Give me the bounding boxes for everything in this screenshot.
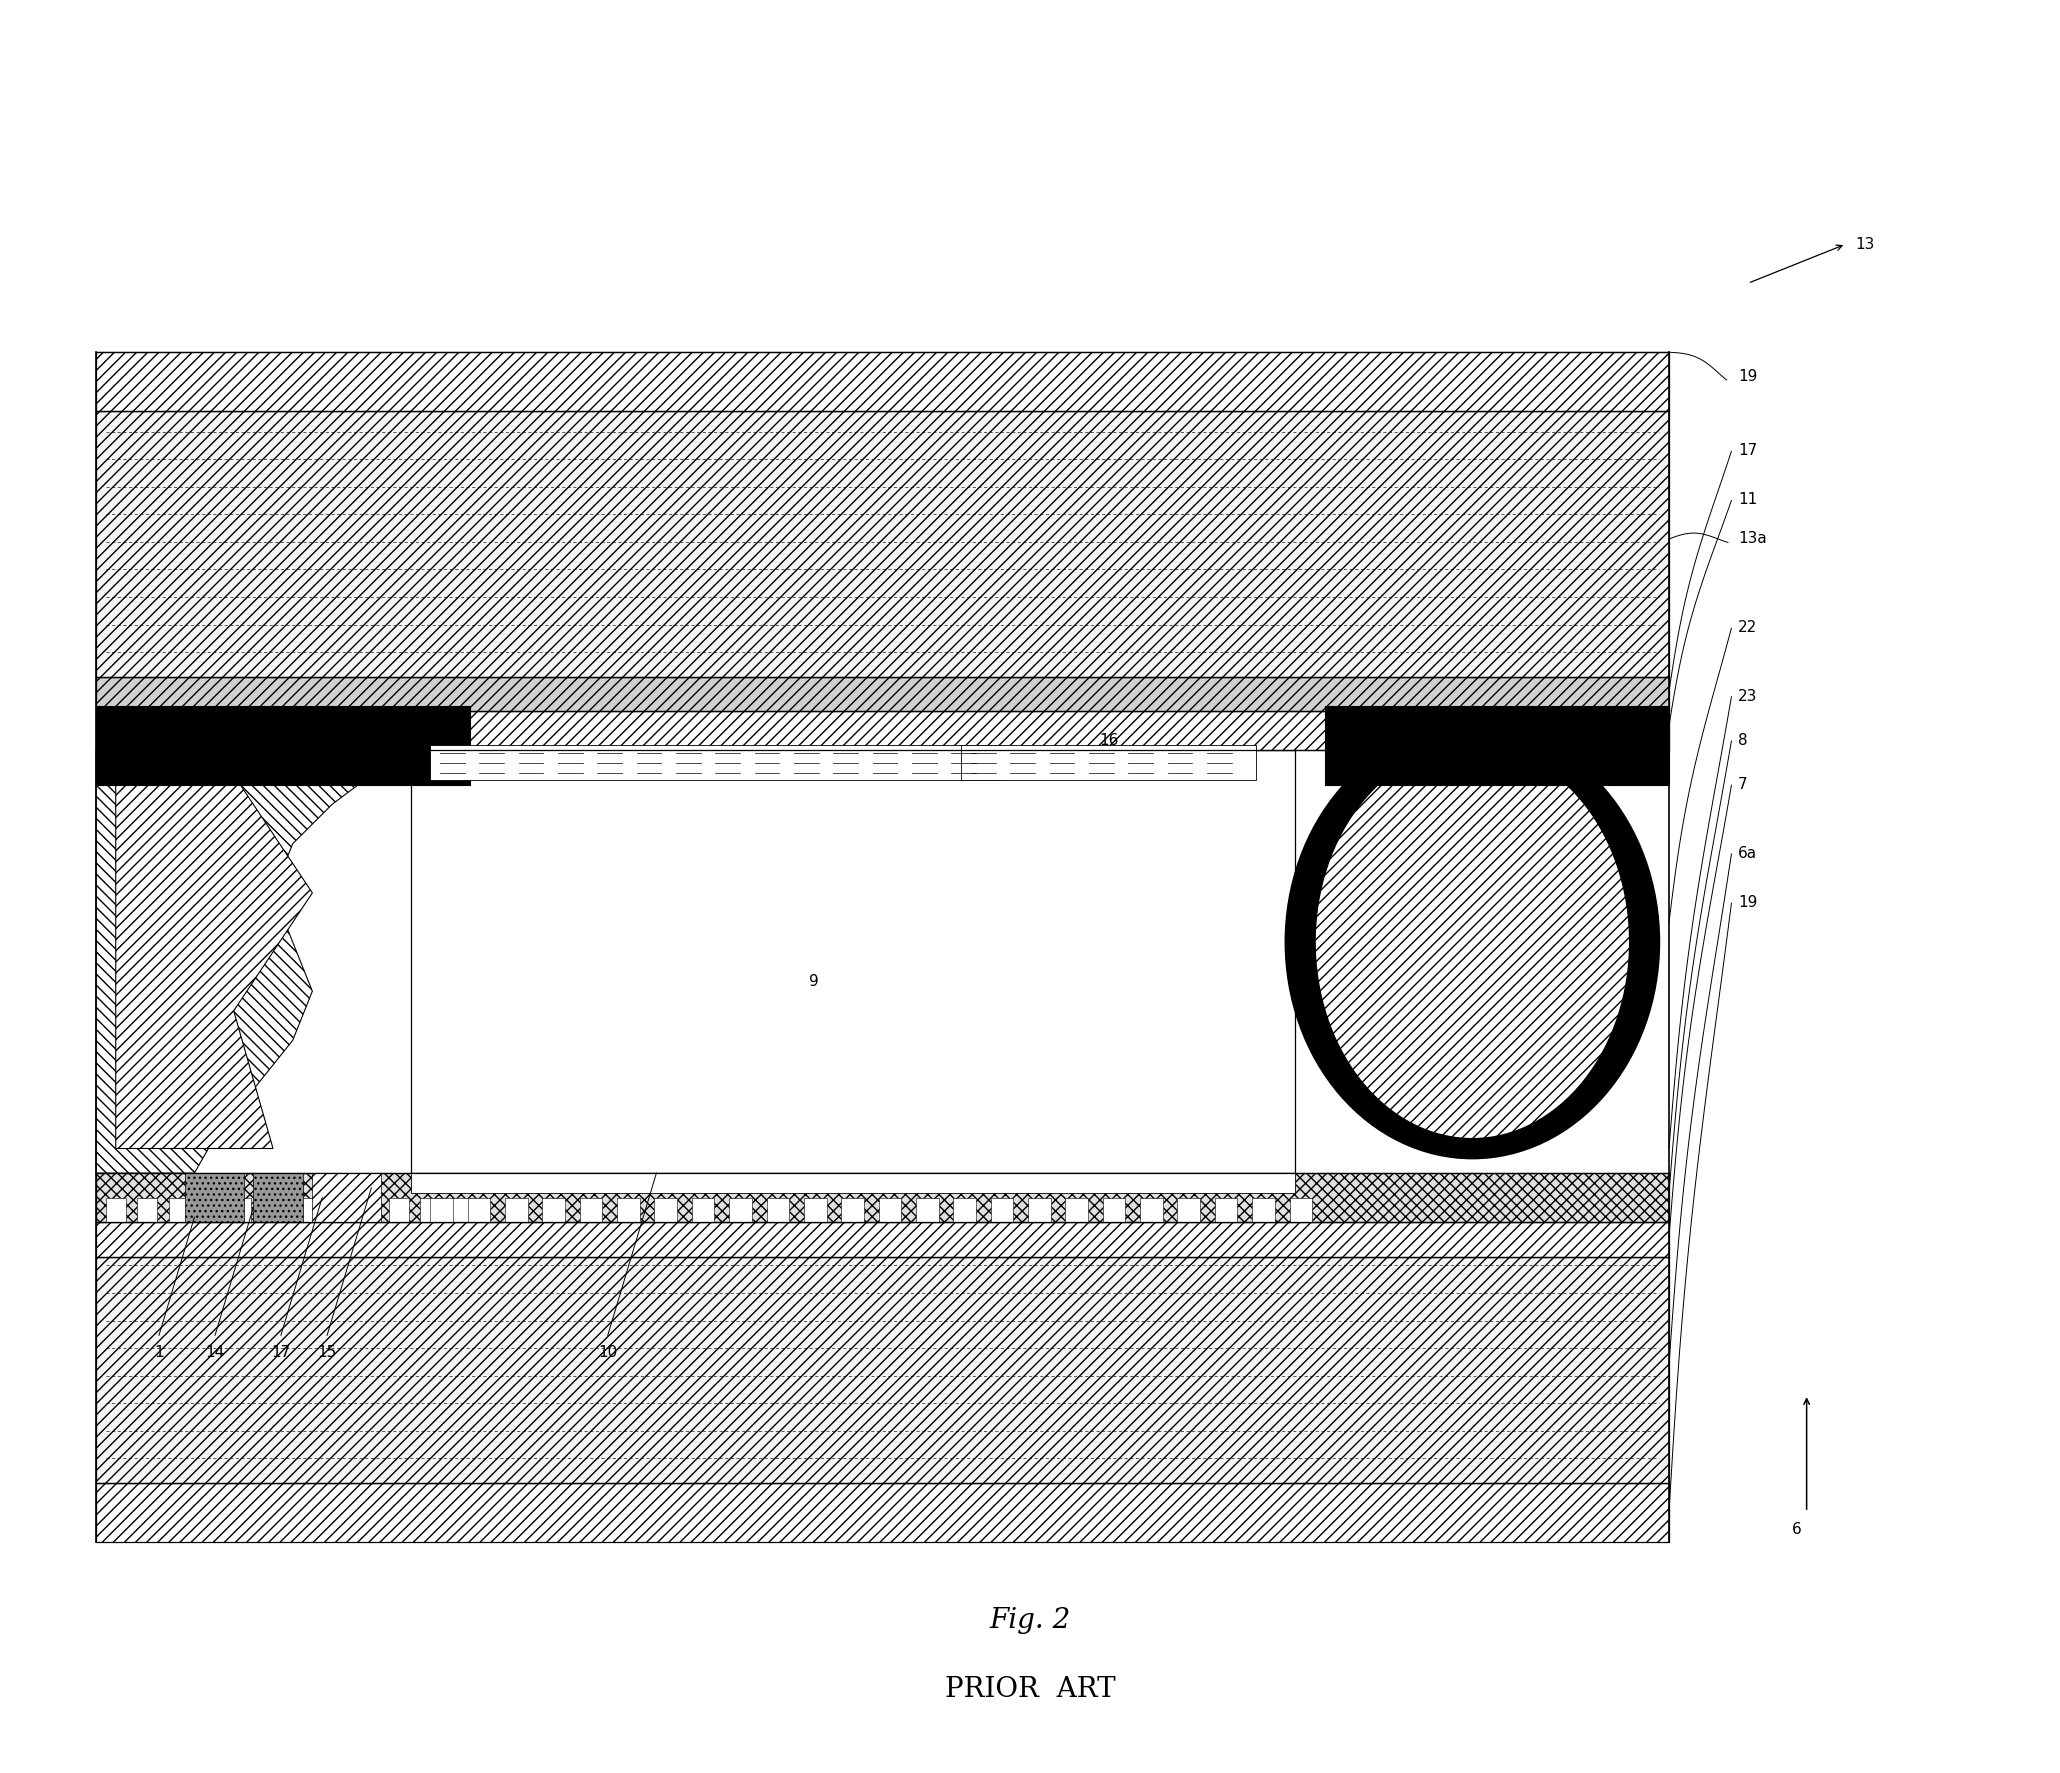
Bar (655, 1197, 678, 1222)
Bar (97, 677, 1669, 711)
Bar (253, 1174, 303, 1222)
Bar (468, 1197, 490, 1222)
Text: 11: 11 (1739, 493, 1757, 507)
Bar (410, 1174, 1296, 1193)
Bar (803, 1197, 826, 1222)
Bar (1102, 1197, 1125, 1222)
Bar (295, 1197, 315, 1222)
Text: PRIOR  ART: PRIOR ART (946, 1675, 1114, 1702)
Bar (1215, 1197, 1238, 1222)
Text: 22: 22 (1739, 621, 1757, 635)
Bar (97, 411, 1669, 677)
Bar (325, 1197, 346, 1222)
Text: 6a: 6a (1739, 846, 1757, 862)
Text: 6: 6 (1792, 1521, 1802, 1537)
Bar (729, 1197, 752, 1222)
Polygon shape (97, 750, 391, 1174)
Bar (231, 1197, 251, 1222)
Ellipse shape (1314, 745, 1629, 1138)
Bar (420, 1197, 441, 1222)
Bar (313, 1174, 381, 1222)
Bar (97, 706, 470, 745)
Bar (692, 1197, 715, 1222)
Ellipse shape (1285, 725, 1658, 1158)
Bar (880, 1197, 900, 1222)
Bar (1325, 706, 1669, 745)
Bar (1139, 1197, 1162, 1222)
Bar (1028, 1197, 1051, 1222)
Text: 13: 13 (1856, 236, 1875, 252)
Text: 19: 19 (1739, 369, 1757, 385)
Bar (185, 1174, 243, 1222)
Bar (1325, 745, 1669, 785)
Text: 19: 19 (1739, 895, 1757, 910)
Bar (1252, 1197, 1275, 1222)
Bar (1178, 1197, 1201, 1222)
Bar (97, 1482, 1669, 1543)
Bar (766, 1197, 789, 1222)
Bar (97, 1257, 1669, 1482)
Bar (97, 711, 1669, 750)
Text: 15: 15 (317, 1346, 336, 1360)
Bar (954, 1197, 976, 1222)
Bar (618, 1197, 641, 1222)
Bar (97, 353, 1669, 411)
Bar (1290, 1197, 1312, 1222)
Bar (451, 1197, 472, 1222)
Bar (97, 745, 470, 785)
Bar (1065, 1197, 1088, 1222)
Text: 9: 9 (810, 973, 818, 989)
Text: 10: 10 (597, 1346, 618, 1360)
Bar (579, 1197, 602, 1222)
Bar (840, 1197, 863, 1222)
Bar (962, 745, 1257, 780)
Text: 13a: 13a (1739, 532, 1767, 546)
Text: 21: 21 (105, 984, 126, 998)
Bar (200, 1197, 220, 1222)
Bar (542, 1197, 564, 1222)
Bar (389, 1197, 408, 1222)
Bar (97, 1174, 1669, 1222)
Text: 8: 8 (1739, 732, 1747, 748)
Bar (264, 1197, 282, 1222)
Bar (431, 1197, 453, 1222)
Text: 16: 16 (1098, 732, 1119, 748)
Text: 23: 23 (1739, 688, 1757, 704)
Bar (431, 745, 1001, 780)
Bar (169, 1197, 187, 1222)
Bar (505, 1197, 527, 1222)
Bar (97, 1222, 1669, 1257)
Bar (105, 1197, 126, 1222)
Text: Fig. 2: Fig. 2 (989, 1606, 1071, 1635)
Bar (138, 1197, 157, 1222)
Text: 17: 17 (1739, 443, 1757, 457)
Bar (410, 750, 1296, 1174)
Bar (991, 1197, 1014, 1222)
Text: 1: 1 (154, 1346, 165, 1360)
Text: 17: 17 (272, 1346, 290, 1360)
Text: 14: 14 (206, 1346, 225, 1360)
Bar (917, 1197, 939, 1222)
Polygon shape (115, 775, 313, 1149)
Text: 7: 7 (1739, 777, 1747, 793)
Bar (358, 1197, 377, 1222)
